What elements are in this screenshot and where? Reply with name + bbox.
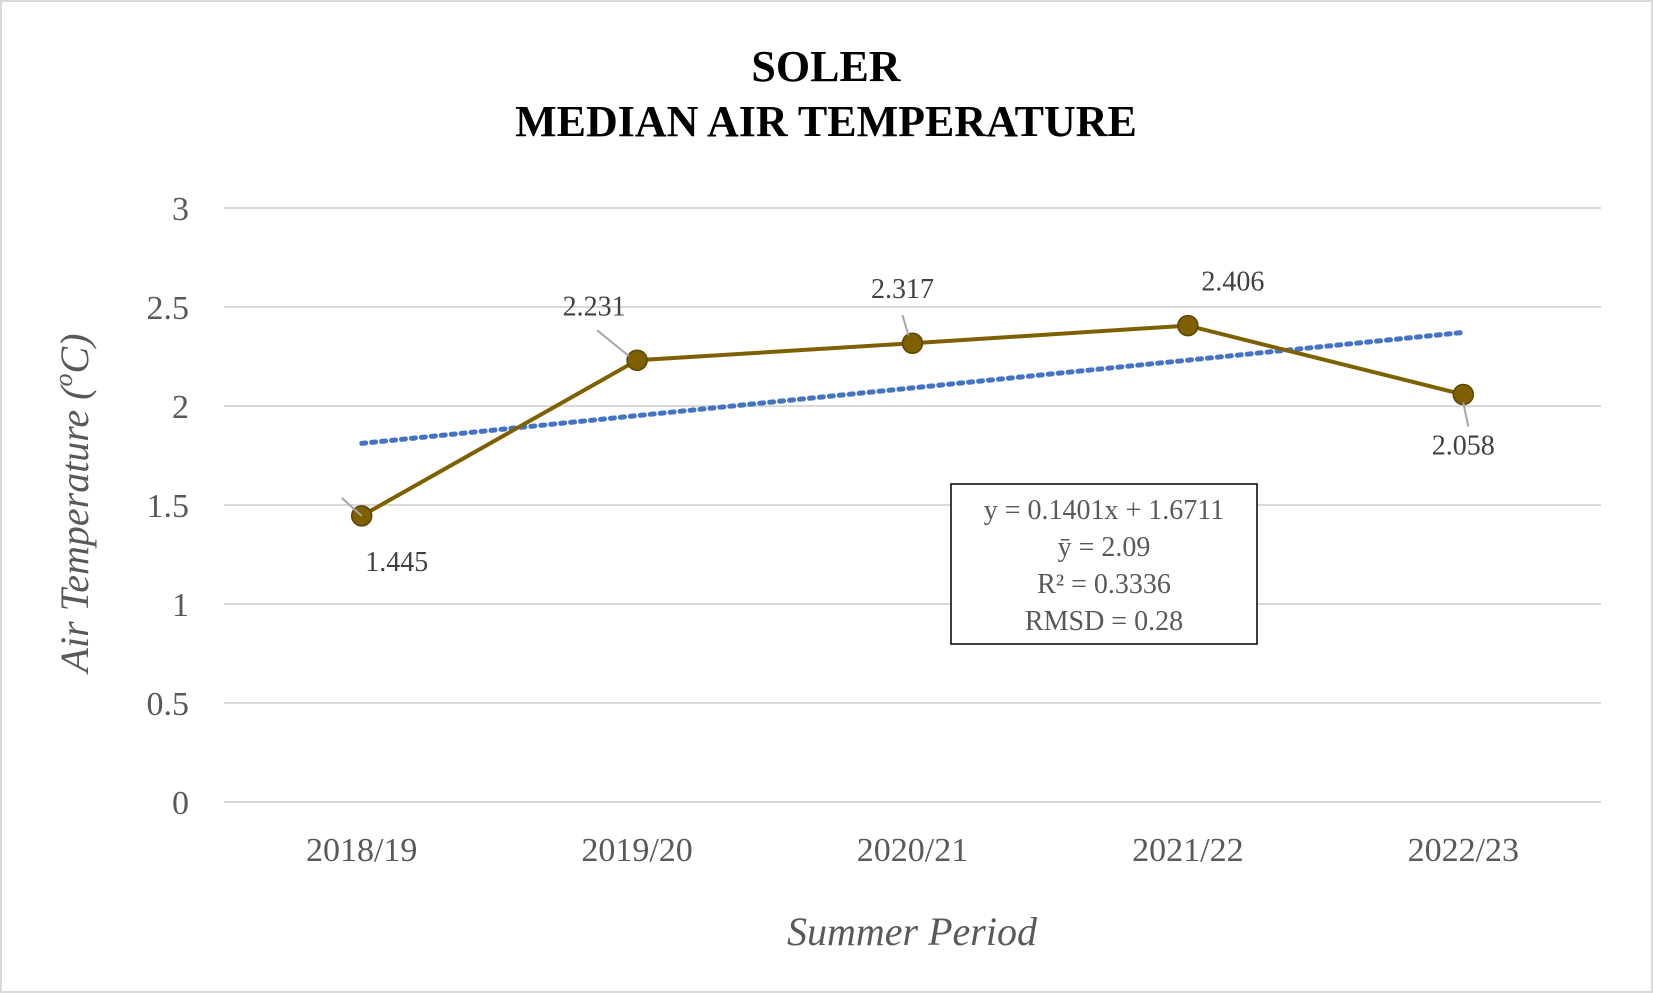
y-axis-title-unit: C) <box>52 334 97 374</box>
data-label-4: 2.058 <box>1432 431 1495 462</box>
y-tick-label-0: 0 <box>172 785 189 822</box>
x-tick-label-4: 2022/23 <box>1408 832 1519 869</box>
chart-title-line-2: MEDIAN AIR TEMPERATURE <box>515 97 1137 146</box>
y-tick-label-1: 0.5 <box>147 686 190 723</box>
y-axis-title-degree: o <box>49 374 78 387</box>
y-axis-title-text: Air Temperature ( <box>52 384 97 676</box>
data-label-leader-2 <box>901 314 910 336</box>
equation-box: y = 0.1401x + 1.6711 ȳ = 2.09 R² = 0.333… <box>950 483 1258 645</box>
y-tick-label-5: 2.5 <box>147 290 190 327</box>
data-labels-group: 1.445 2.231 2.317 2.406 2.058 <box>341 267 1495 578</box>
series-group <box>350 314 1475 527</box>
equation-box-border <box>950 483 1258 645</box>
data-label-0: 1.445 <box>365 547 428 578</box>
y-tick-label-4: 2 <box>172 389 189 426</box>
data-label-3: 2.406 <box>1201 267 1264 298</box>
data-label-2: 2.317 <box>871 274 934 305</box>
equation-line-mean: ȳ = 2.09 <box>1058 532 1151 563</box>
y-axis-title: Air Temperature (oC) <box>49 334 97 676</box>
y-tick-label-3: 1.5 <box>147 488 190 525</box>
y-axis-ticks: 0 0.5 1 1.5 2 2.5 3 <box>147 191 190 822</box>
data-label-leader-4 <box>1462 402 1470 427</box>
trendline-group <box>359 329 1466 446</box>
equation-line-regression: y = 0.1401x + 1.6711 <box>984 495 1225 526</box>
x-axis-ticks: 2018/19 2019/20 2020/21 2021/22 2022/23 <box>306 832 1519 869</box>
x-tick-label-0: 2018/19 <box>306 832 417 869</box>
equation-line-r-squared: R² = 0.3336 <box>1037 569 1171 600</box>
x-tick-label-1: 2019/20 <box>581 832 692 869</box>
linear-trendline <box>359 329 1466 446</box>
x-tick-label-2: 2020/21 <box>857 832 968 869</box>
x-tick-label-3: 2021/22 <box>1132 832 1243 869</box>
data-point-4 <box>1452 383 1475 406</box>
data-point-1 <box>626 349 648 372</box>
data-label-leader-1 <box>596 329 630 358</box>
chart-title-line-1: SOLER <box>751 42 901 91</box>
equation-line-rmsd: RMSD = 0.28 <box>1025 606 1183 637</box>
data-label-1: 2.231 <box>563 291 626 322</box>
data-point-3 <box>1177 314 1199 337</box>
data-label-leader-0 <box>341 497 363 517</box>
x-axis-title: Summer Period <box>787 909 1038 954</box>
y-tick-label-2: 1 <box>172 587 189 624</box>
data-point-2 <box>901 332 924 354</box>
y-tick-label-6: 3 <box>172 191 189 228</box>
gridlines <box>224 207 1601 803</box>
